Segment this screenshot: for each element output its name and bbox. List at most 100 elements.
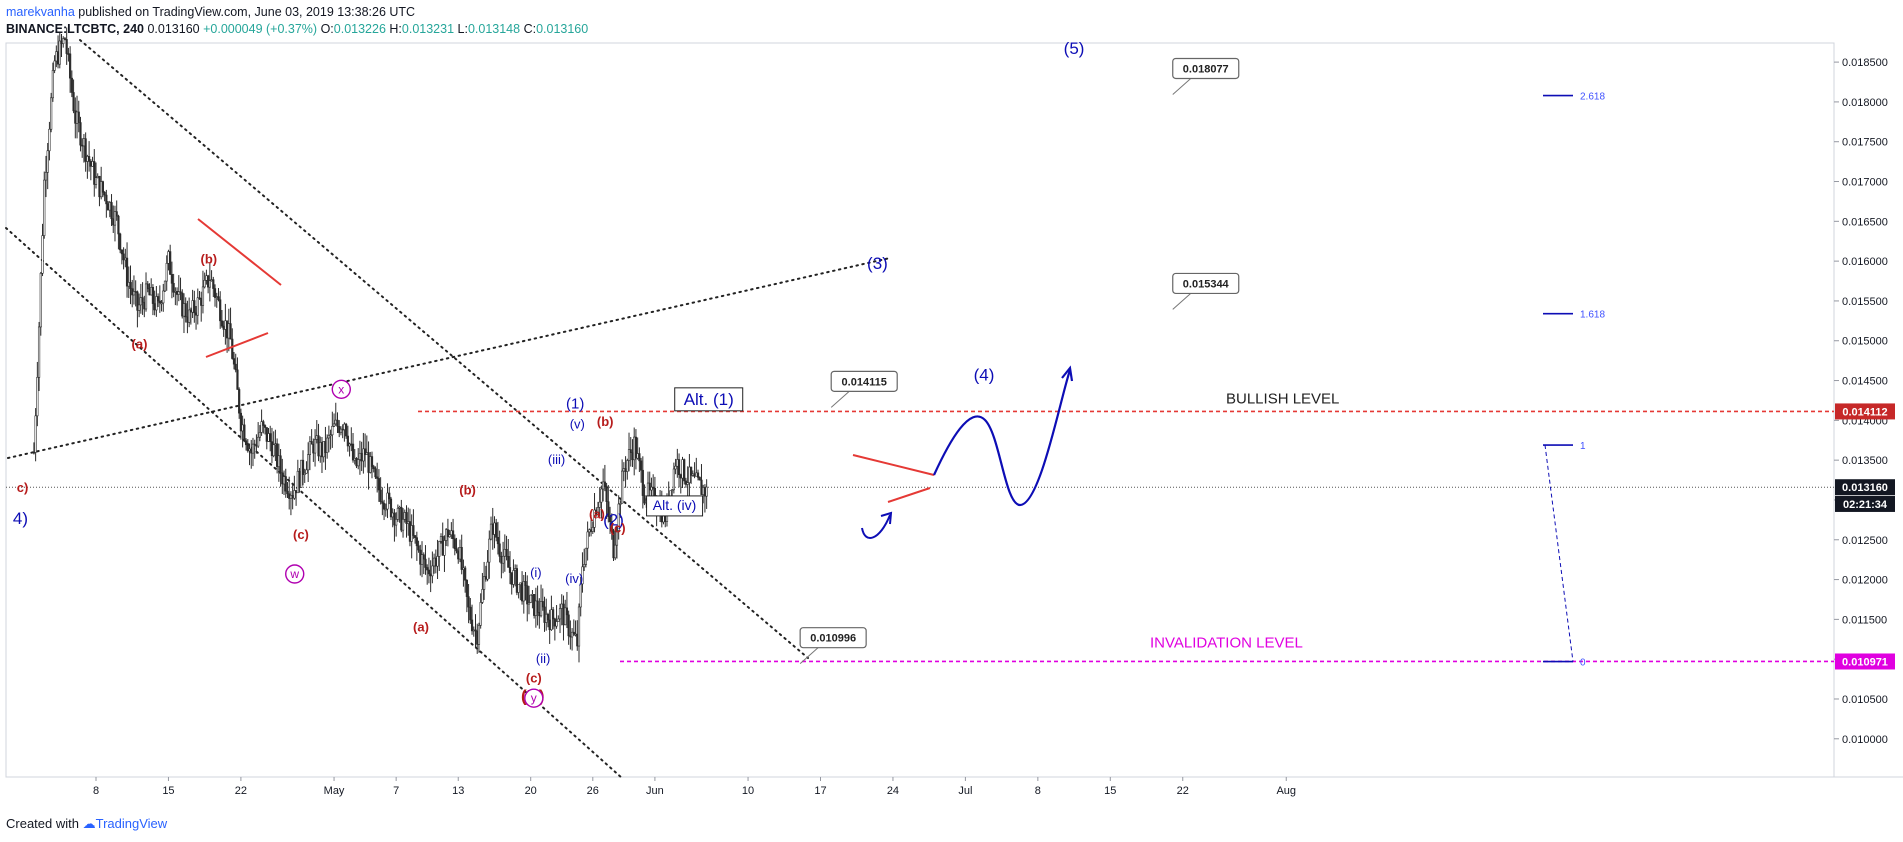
y-tick-label: 0.014500 bbox=[1842, 376, 1888, 388]
candle-body bbox=[593, 509, 596, 528]
y-tick-label: 0.018500 bbox=[1842, 57, 1888, 69]
callout-box bbox=[799, 627, 867, 649]
candle-body bbox=[460, 547, 463, 570]
y-tick-label: 0.016500 bbox=[1842, 216, 1888, 228]
candle-body bbox=[239, 412, 243, 432]
candle-body bbox=[700, 479, 703, 495]
candle-body bbox=[174, 291, 177, 293]
candle-body bbox=[213, 288, 217, 298]
candle-body bbox=[612, 530, 615, 559]
candle-body bbox=[65, 39, 68, 54]
candle-body bbox=[86, 156, 89, 162]
candle-body bbox=[198, 297, 201, 300]
candle-body bbox=[257, 436, 260, 447]
candle-body bbox=[410, 525, 413, 542]
candle-body bbox=[44, 172, 48, 181]
candle-body bbox=[175, 291, 179, 295]
symbol[interactable]: BINANCE:LTCBTC, 240 bbox=[6, 22, 144, 36]
wave-label: c) bbox=[17, 480, 29, 495]
candle-body bbox=[93, 161, 96, 185]
candle-body bbox=[134, 291, 137, 293]
candle-body bbox=[115, 211, 118, 217]
candle-body bbox=[457, 550, 460, 560]
candle-body bbox=[617, 503, 620, 531]
candle-body bbox=[684, 480, 688, 485]
candle-body bbox=[94, 177, 98, 185]
candle-body bbox=[615, 530, 619, 546]
candle-body bbox=[229, 323, 232, 340]
candle-body bbox=[591, 527, 594, 532]
candle-body bbox=[641, 469, 644, 496]
author-link[interactable]: marekvanha bbox=[6, 5, 75, 19]
candle-body bbox=[407, 521, 410, 524]
candle-body bbox=[220, 320, 224, 327]
candle-body bbox=[558, 608, 562, 620]
candle-body bbox=[108, 202, 111, 211]
x-tick-label: 8 bbox=[1035, 785, 1041, 797]
candle-body bbox=[679, 474, 682, 479]
candle-body bbox=[462, 567, 465, 570]
wave-label-circled: w bbox=[289, 567, 299, 581]
triangle-line bbox=[852, 454, 935, 476]
candle-body bbox=[600, 488, 603, 503]
wave-label: 4) bbox=[13, 509, 28, 528]
candle-body bbox=[310, 441, 313, 445]
candle-body bbox=[151, 287, 155, 304]
candle-body bbox=[305, 469, 308, 474]
candle-body bbox=[608, 516, 612, 522]
x-tick-label: 24 bbox=[887, 785, 899, 797]
candle-body bbox=[272, 444, 275, 457]
candle-body bbox=[353, 458, 356, 461]
candle-body bbox=[141, 297, 144, 303]
candle-body bbox=[184, 303, 187, 318]
candle-body bbox=[395, 519, 398, 526]
candle-body bbox=[553, 618, 556, 627]
candle-body bbox=[581, 566, 584, 585]
candle-body bbox=[179, 291, 182, 294]
trend-line bbox=[5, 227, 623, 779]
candle-body bbox=[500, 556, 503, 564]
candle-body bbox=[448, 534, 451, 538]
candle-body bbox=[55, 51, 58, 62]
candle-body bbox=[405, 512, 408, 524]
candle-body bbox=[69, 53, 72, 79]
candle-body bbox=[312, 443, 315, 454]
candle-body bbox=[545, 613, 548, 623]
candle-body bbox=[269, 433, 272, 442]
y-tick-label: 0.016000 bbox=[1842, 256, 1888, 268]
candle-body bbox=[536, 600, 539, 613]
candle-body bbox=[163, 280, 167, 292]
fib-level-label: 1.618 bbox=[1580, 310, 1605, 321]
projection-arrow-icon bbox=[1061, 365, 1074, 382]
x-tick-label: 15 bbox=[162, 785, 174, 797]
high-value: 0.013231 bbox=[401, 22, 455, 36]
candle-body bbox=[377, 478, 381, 491]
callout-box bbox=[830, 370, 898, 392]
candle-body bbox=[531, 594, 534, 596]
candle-body bbox=[672, 468, 675, 491]
close-value: 0.013160 bbox=[536, 22, 589, 36]
candle-body bbox=[514, 568, 517, 571]
candle-body bbox=[429, 573, 432, 577]
candle-body bbox=[526, 585, 529, 605]
callout-label: 0.014115 bbox=[842, 376, 887, 388]
candle-body bbox=[227, 323, 230, 339]
candle-body bbox=[243, 424, 246, 442]
x-tick-label: 20 bbox=[525, 785, 537, 797]
x-tick-label: Jun bbox=[646, 785, 664, 797]
candle-body bbox=[360, 452, 363, 462]
candle-body bbox=[507, 556, 510, 568]
candle-body bbox=[291, 495, 294, 499]
candle-body bbox=[398, 506, 401, 509]
candle-body bbox=[334, 419, 337, 425]
triangle-line bbox=[197, 218, 282, 286]
candle-body bbox=[382, 503, 386, 510]
candle-body bbox=[320, 442, 324, 458]
tradingview-link[interactable]: TradingView bbox=[95, 816, 168, 831]
candle-body bbox=[169, 251, 172, 275]
candle-body bbox=[605, 486, 608, 502]
wave-label-circled: x bbox=[338, 382, 344, 396]
candle-body bbox=[557, 618, 560, 622]
candle-body bbox=[110, 202, 113, 220]
